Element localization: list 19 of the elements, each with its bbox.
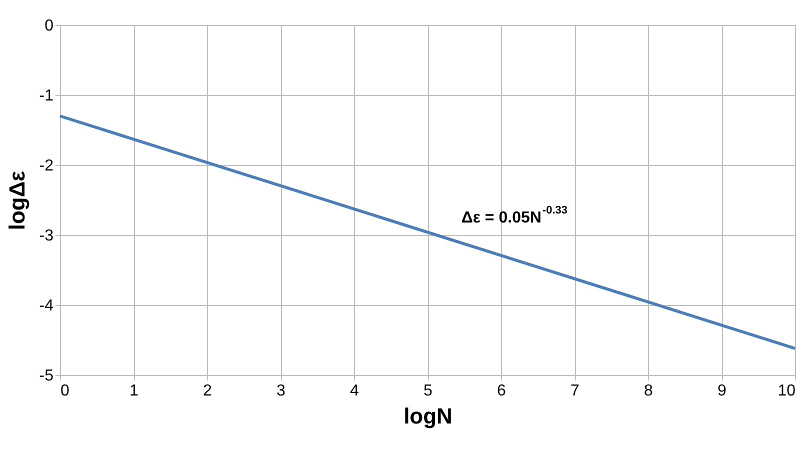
y-tick-label: 0 [44, 18, 54, 34]
y-tick-label: -3 [39, 228, 54, 244]
x-tick-label: 1 [130, 382, 139, 400]
x-tick-label: 5 [424, 382, 433, 400]
x-tick-label: 2 [203, 382, 212, 400]
y-axis-title: logΔε [4, 170, 30, 230]
y-tick-label: -2 [39, 158, 54, 174]
y-tick-label: -5 [39, 368, 54, 384]
x-tick-label: 8 [644, 382, 654, 400]
x-axis-title: logN [404, 404, 452, 428]
y-tick-label: -1 [39, 88, 54, 104]
x-tick-label: 7 [570, 382, 580, 400]
x-tick-label: 0 [60, 382, 70, 400]
x-tick-label: 4 [350, 382, 360, 400]
y-tick-label: -4 [39, 298, 54, 314]
x-tick-label: 6 [497, 382, 506, 400]
x-tick-label: 3 [276, 382, 286, 400]
x-tick-label: 9 [718, 382, 727, 400]
x-tick-label: 10 [778, 382, 796, 400]
